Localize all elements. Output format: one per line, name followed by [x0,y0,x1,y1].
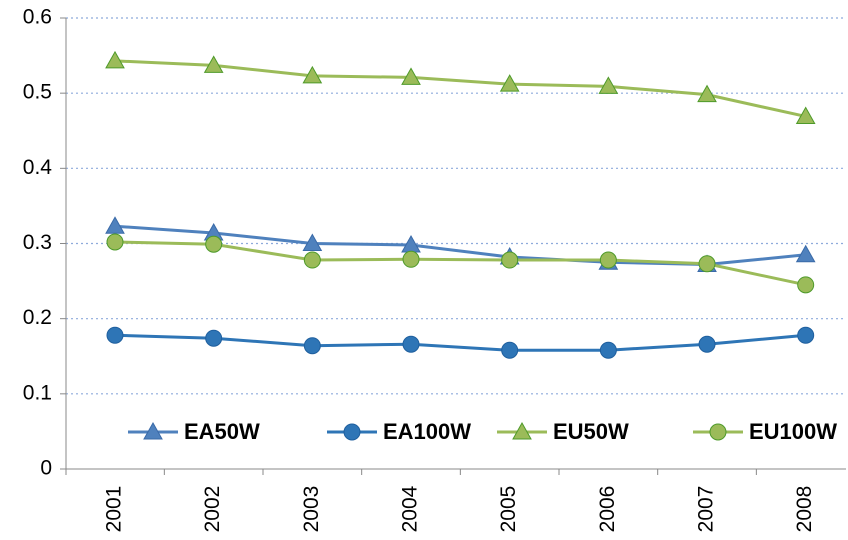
legend-marker [343,423,361,441]
marker [797,276,815,294]
marker [499,74,520,92]
marker [205,329,223,347]
marker [106,326,124,344]
x-tick-label: 2006 [596,486,619,533]
marker [303,337,321,355]
marker [402,335,420,353]
marker [105,50,125,69]
x-tick-label: 2007 [695,486,718,533]
marker [698,255,716,273]
legend: EA50W EA100W EU50W EU100W [128,419,837,444]
legend-marker [709,423,727,441]
marker [599,251,617,269]
marker [401,67,421,85]
y-tick-label: 0.3 [23,231,52,254]
marker [303,251,321,269]
marker [598,76,619,94]
series-line [114,240,807,287]
y-tick-label: 0.1 [23,381,52,404]
marker [698,335,716,353]
marker [599,341,617,359]
x-tick-label: 2002 [201,486,224,533]
series-line [114,333,806,352]
marker [697,84,717,103]
y-tick-label: 0.5 [23,81,52,104]
legend-label: EU100W [749,419,837,444]
legend-marker [143,421,163,440]
marker [105,216,125,234]
x-tick-label: 2004 [399,485,422,532]
y-tick-label: 0.2 [23,306,52,329]
marker [501,251,519,269]
legend-label: EA100W [383,419,471,444]
marker [795,244,816,263]
x-tick-label: 2005 [497,486,520,533]
x-tick-label: 2008 [793,486,816,533]
marker [302,233,323,251]
legend-label: EA50W [184,419,260,444]
y-tick-label: 0.6 [23,6,52,29]
legend-marker [512,421,532,440]
marker [302,65,323,84]
marker [203,55,224,73]
series-line [114,59,807,118]
marker [795,106,816,124]
y-tick-label: 0 [40,457,52,480]
marker [797,326,815,344]
legend-label: EU50W [553,419,629,444]
x-tick-label: 2003 [300,486,323,533]
marker [205,235,223,253]
y-tick-label: 0.4 [23,156,53,179]
marker [501,341,519,359]
marker [402,250,420,268]
x-tick-label: 2001 [103,486,126,533]
marker [106,233,124,251]
